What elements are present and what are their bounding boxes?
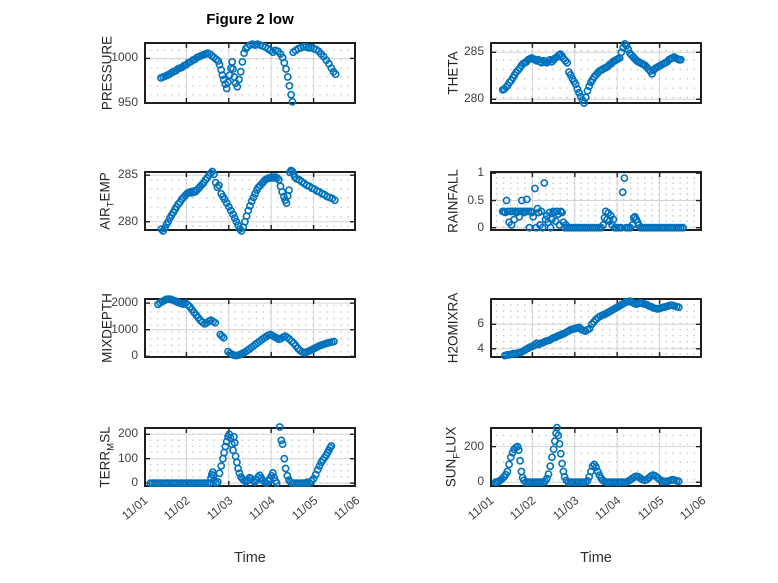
- x-tick-label: 11/04: [246, 493, 278, 523]
- y-tick-label: 2000: [111, 295, 138, 310]
- y-axis-label: AIRTEMP: [97, 172, 117, 230]
- y-axis-label: THETA: [445, 51, 461, 95]
- scatter-points: [157, 40, 340, 106]
- y-tick-label: 6: [477, 316, 484, 331]
- scatter-points: [498, 174, 687, 232]
- y-tick-label: 1000: [111, 50, 138, 65]
- y-axis-label: TERRMSL: [97, 426, 117, 488]
- x-tick-label: 11/04: [592, 493, 624, 523]
- air_temp-scatter-plot: [144, 166, 356, 235]
- pressure-scatter-plot: [144, 40, 356, 106]
- sun_flux-scatter-plot: [490, 423, 702, 487]
- x-tick-label: 11/06: [677, 493, 709, 523]
- y-tick-label: 200: [463, 438, 484, 453]
- x-axis-label-left: Time: [234, 550, 266, 566]
- plot-area: [144, 42, 356, 104]
- rainfall-scatter-plot: [490, 171, 702, 232]
- mixdepth-scatter-plot: [144, 295, 356, 360]
- x-tick-label: 11/01: [119, 493, 151, 523]
- scatter-points: [500, 297, 683, 360]
- subplot-sun-flux: 0 200 SUNFLUX 11/01 11/02 11/03 11/04 11/05 11/0…: [444, 423, 708, 523]
- y-tick-label: 285: [463, 44, 484, 59]
- y-tick-label: 285: [117, 167, 138, 182]
- x-tick-label: 11/05: [634, 493, 666, 523]
- y-axis-label: MIXDEPTH: [99, 293, 115, 363]
- subplot-terr-msl: 0 100 200 TERRMSL 11/01 11/02 11/03 11/04 11/05 1…: [98, 423, 362, 523]
- y-axis-label: H2OMIXRA: [445, 292, 461, 364]
- y-tick-label: 0.5: [467, 192, 484, 207]
- x-axis-label-right: Time: [580, 550, 612, 566]
- subplot-h2omixra: 4 6 H2OMIXRA: [446, 293, 702, 363]
- y-tick-label: 4: [477, 340, 484, 355]
- y-tick-label: 280: [463, 91, 484, 106]
- subplot-theta: 280 285 THETA: [446, 40, 702, 107]
- y-tick-label: 0: [477, 474, 484, 489]
- y-tick-label: 100: [117, 450, 138, 465]
- y-tick-label: 0: [131, 475, 138, 490]
- scatter-points: [157, 166, 339, 235]
- subplot-air-temp: 280 285 AIRTEMP: [98, 166, 356, 235]
- x-tick-label: 11/03: [549, 493, 582, 523]
- scatter-points: [491, 423, 683, 487]
- y-tick-label: 1000: [111, 321, 138, 336]
- h2omixra-scatter-plot: [490, 297, 702, 360]
- y-axis-label: PRESSURE: [99, 35, 115, 111]
- x-tick-label: 11/02: [161, 493, 193, 523]
- y-axis-label: SUNFLUX: [443, 426, 463, 488]
- x-tick-label: 11/01: [465, 493, 497, 523]
- scatter-points: [146, 423, 336, 487]
- x-tick-label: 11/03: [203, 493, 236, 523]
- y-tick-label: 1: [477, 165, 484, 180]
- y-tick-label: 0: [131, 348, 138, 363]
- theta-scatter-plot: [490, 40, 702, 107]
- subplot-mixdepth: 0 1000 2000 MIXDEPTH: [100, 293, 356, 363]
- scatter-points: [154, 295, 338, 360]
- scatter-points: [498, 40, 685, 107]
- terr_msl-scatter-plot: [144, 423, 356, 487]
- y-tick-label: 280: [117, 213, 138, 228]
- figure-title: Figure 2 low: [206, 11, 294, 28]
- subplot-rainfall: 0 0.5 1 RAINFALL: [446, 165, 702, 234]
- x-tick-label: 11/05: [288, 493, 320, 523]
- y-tick-label: 0: [477, 219, 484, 234]
- y-tick-label: 950: [117, 94, 138, 109]
- y-axis-label: RAINFALL: [445, 169, 461, 233]
- subplot-pressure: 950 1000 PRESSURE: [100, 36, 356, 110]
- x-tick-label: 11/06: [331, 493, 363, 523]
- x-tick-label: 11/02: [507, 493, 539, 523]
- y-tick-label: 200: [117, 426, 138, 441]
